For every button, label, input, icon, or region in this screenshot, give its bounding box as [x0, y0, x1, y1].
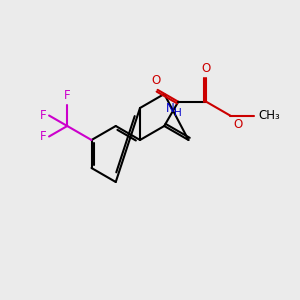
Text: CH₃: CH₃ — [258, 109, 280, 122]
Text: F: F — [39, 130, 46, 143]
Text: O: O — [202, 62, 211, 75]
Text: H: H — [174, 108, 182, 118]
Text: O: O — [151, 74, 160, 87]
Text: F: F — [39, 109, 46, 122]
Text: O: O — [233, 118, 243, 131]
Text: N: N — [166, 102, 175, 115]
Text: F: F — [64, 89, 70, 102]
